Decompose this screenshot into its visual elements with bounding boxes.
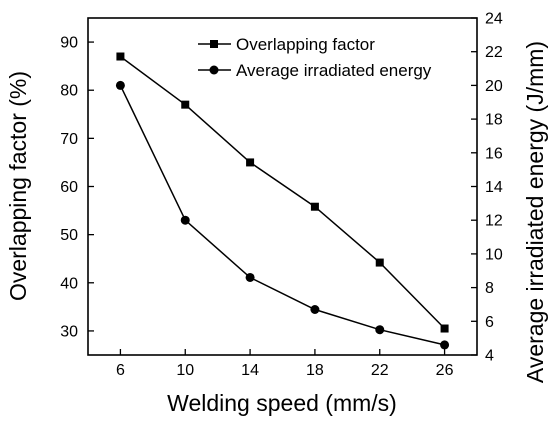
legend: Overlapping factor Average irradiated en… — [198, 35, 432, 80]
left-y-tick-label: 30 — [60, 323, 78, 340]
legend-marker-average-irradiated-energy — [209, 65, 219, 75]
x-axis-title: Welding speed (mm/s) — [167, 390, 397, 416]
x-axis: 6 10 14 18 22 26 — [116, 349, 454, 379]
point-overlapping-factor — [310, 202, 319, 211]
x-tick-label: 6 — [116, 362, 125, 379]
right-y-tick-label: 10 — [485, 246, 503, 263]
x-tick-label: 14 — [241, 362, 259, 379]
left-y-tick-label: 80 — [60, 83, 78, 100]
legend-label-overlapping-factor: Overlapping factor — [236, 35, 375, 54]
right-y-tick-label: 20 — [485, 78, 503, 95]
legend-label-average-irradiated-energy: Average irradiated energy — [236, 61, 432, 80]
right-y-axis: 4 6 8 10 12 14 16 18 20 22 24 — [471, 11, 503, 365]
left-y-tick-label: 90 — [60, 35, 78, 52]
right-y-tick-label: 22 — [485, 44, 503, 61]
right-y-tick-label: 14 — [485, 179, 503, 196]
x-tick-label: 26 — [436, 362, 454, 379]
legend-marker-overlapping-factor — [210, 40, 218, 48]
left-y-axis-title: Overlapping factor (%) — [5, 71, 31, 301]
left-y-axis: 30 40 50 60 70 80 90 — [60, 35, 94, 340]
x-tick-label: 18 — [306, 362, 324, 379]
right-y-tick-label: 12 — [485, 213, 503, 230]
series-layer — [115, 52, 450, 350]
left-y-tick-label: 60 — [60, 179, 78, 196]
left-y-tick-label: 50 — [60, 227, 78, 244]
point-overlapping-factor — [440, 324, 449, 333]
point-average-irradiated-energy — [245, 272, 255, 282]
right-y-tick-label: 18 — [485, 112, 503, 129]
right-y-axis-title: Average irradiated energy (J/mm) — [522, 41, 548, 383]
series-line-overlapping-factor — [119, 55, 446, 330]
right-y-tick-label: 8 — [485, 280, 494, 297]
right-y-tick-label: 4 — [485, 348, 494, 365]
point-overlapping-factor — [181, 100, 190, 109]
point-average-irradiated-energy — [180, 215, 190, 225]
point-average-irradiated-energy — [310, 305, 320, 315]
right-y-tick-label: 24 — [485, 11, 503, 28]
point-average-irradiated-energy — [375, 325, 385, 335]
right-y-tick-label: 6 — [485, 314, 494, 331]
point-overlapping-factor — [116, 52, 125, 61]
x-tick-label: 22 — [371, 362, 389, 379]
left-y-tick-label: 70 — [60, 131, 78, 148]
right-y-tick-label: 16 — [485, 145, 503, 162]
point-average-irradiated-energy — [115, 80, 125, 90]
point-overlapping-factor — [375, 258, 384, 267]
x-tick-label: 10 — [176, 362, 194, 379]
point-average-irradiated-energy — [440, 340, 450, 350]
series-line-average-irradiated-energy — [119, 85, 445, 346]
point-overlapping-factor — [246, 158, 255, 167]
left-y-tick-label: 40 — [60, 275, 78, 292]
